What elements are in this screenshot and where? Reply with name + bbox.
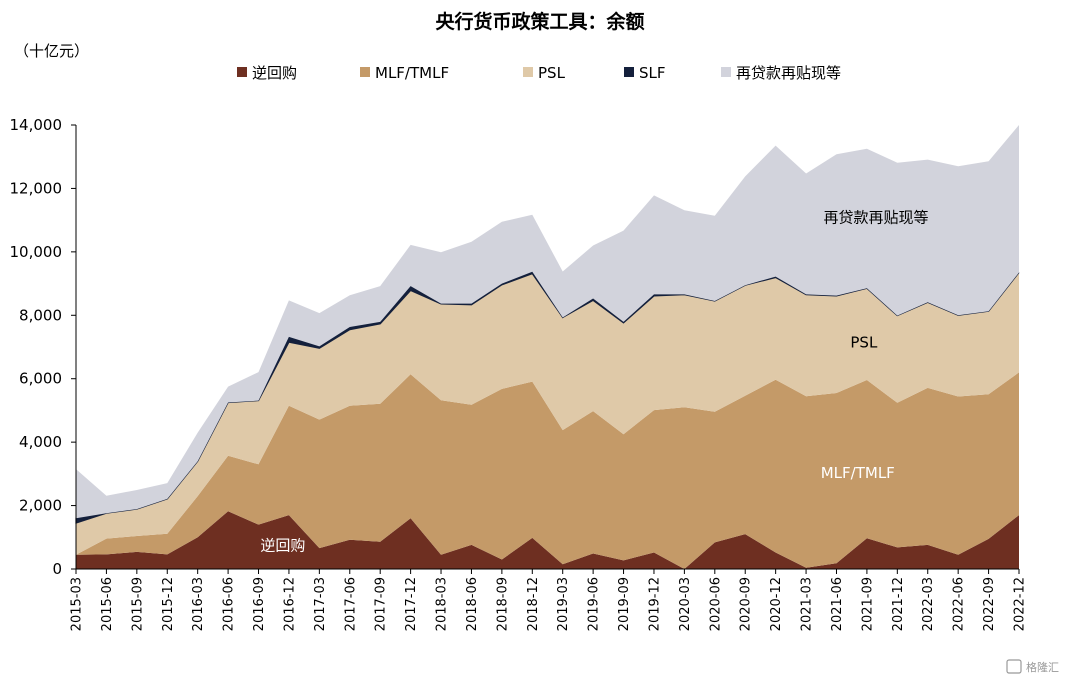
x-tick-label: 2022-12 <box>1013 577 1028 631</box>
x-tick-label: 2019-03 <box>556 577 571 631</box>
y-tick-label: 12,000 <box>10 179 63 197</box>
unit-label: （十亿元） <box>14 42 89 60</box>
legend-swatch <box>721 67 731 77</box>
x-tick-label: 2016-06 <box>222 577 237 631</box>
y-tick-label: 14,000 <box>10 116 63 134</box>
legend-item-3: SLF <box>624 64 666 82</box>
x-tick-label: 2018-06 <box>465 577 480 631</box>
area-label-2: PSL <box>850 334 878 352</box>
axes: 0 2,000 4,000 6,000 8,000 10,000 12,000 14,000 2… <box>10 116 1028 631</box>
x-tick-label: 2015-03 <box>70 577 85 631</box>
x-tick-label: 2021-06 <box>830 577 845 631</box>
y-tick-label: 6,000 <box>19 370 62 388</box>
x-tick-label: 2020-06 <box>708 577 723 631</box>
stacked-areas <box>75 125 1020 569</box>
watermark-logo-icon <box>1006 659 1022 674</box>
y-tick-label: 10,000 <box>10 243 63 261</box>
legend-swatch <box>523 67 533 77</box>
x-tick-label: 2022-09 <box>982 577 997 631</box>
chart-title: 央行货币政策工具：余额 <box>435 10 644 33</box>
x-tick-label: 2016-09 <box>252 577 267 631</box>
x-tick-label: 2019-12 <box>647 577 662 631</box>
area-label-1: MLF/TMLF <box>821 464 895 482</box>
x-tick-label: 2016-03 <box>191 577 206 631</box>
area-series-0 <box>76 511 1019 569</box>
legend-item-2: PSL <box>523 64 566 82</box>
x-tick-label: 2015-09 <box>130 577 145 631</box>
area-label-0: 逆回购 <box>260 537 305 555</box>
y-tick-label: 8,000 <box>19 306 62 324</box>
area-series-4 <box>76 125 1019 519</box>
legend-swatch <box>624 67 634 77</box>
legend-label: SLF <box>639 64 666 82</box>
area-label-4: 再贷款再贴现等 <box>824 209 929 227</box>
x-tick-label: 2022-06 <box>952 577 967 631</box>
x-tick-label: 2021-12 <box>891 577 906 631</box>
x-tick-label: 2015-06 <box>100 577 115 631</box>
x-tick-label: 2019-09 <box>617 577 632 631</box>
x-tick-label: 2017-09 <box>374 577 389 631</box>
x-tick-label: 2020-03 <box>678 577 693 631</box>
legend-item-1: MLF/TMLF <box>360 64 449 82</box>
x-tick-label: 2017-03 <box>313 577 328 631</box>
y-tick-label: 4,000 <box>19 433 62 451</box>
y-tick-label: 2,000 <box>19 497 62 515</box>
x-tick-label: 2021-03 <box>800 577 815 631</box>
legend-swatch <box>360 67 370 77</box>
legend-label: 再贷款再贴现等 <box>736 64 841 82</box>
watermark-text: 格隆汇 <box>1026 660 1059 674</box>
x-tick-label: 2017-12 <box>404 577 419 631</box>
x-tick-label: 2018-12 <box>526 577 541 631</box>
legend-item-4: 再贷款再贴现等 <box>721 64 841 82</box>
x-tick-label: 2021-09 <box>860 577 875 631</box>
x-tick-label: 2015-12 <box>161 577 176 631</box>
legend: 逆回购 MLF/TMLF PSL SLF 再贷款再贴现等 <box>237 64 841 82</box>
y-tick-label: 0 <box>52 560 62 578</box>
x-tick-label: 2019-06 <box>587 577 602 631</box>
legend-item-0: 逆回购 <box>237 64 297 82</box>
x-tick-label: 2020-09 <box>739 577 754 631</box>
area-series-2 <box>76 272 1019 555</box>
x-tick-label: 2016-12 <box>282 577 297 631</box>
legend-label: 逆回购 <box>252 64 297 82</box>
area-labels: 逆回购 MLF/TMLF PSL 再贷款再贴现等 <box>260 209 928 555</box>
legend-swatch <box>237 67 247 77</box>
area-series-1 <box>76 372 1019 569</box>
watermark: 格隆汇 <box>1006 659 1059 674</box>
x-tick-label: 2017-06 <box>343 577 358 631</box>
x-tick-label: 2020-12 <box>769 577 784 631</box>
x-tick-label: 2018-03 <box>435 577 450 631</box>
x-tick-label: 2018-09 <box>495 577 510 631</box>
legend-label: MLF/TMLF <box>375 64 449 82</box>
legend-label: PSL <box>538 64 566 82</box>
x-tick-label: 2022-03 <box>921 577 936 631</box>
